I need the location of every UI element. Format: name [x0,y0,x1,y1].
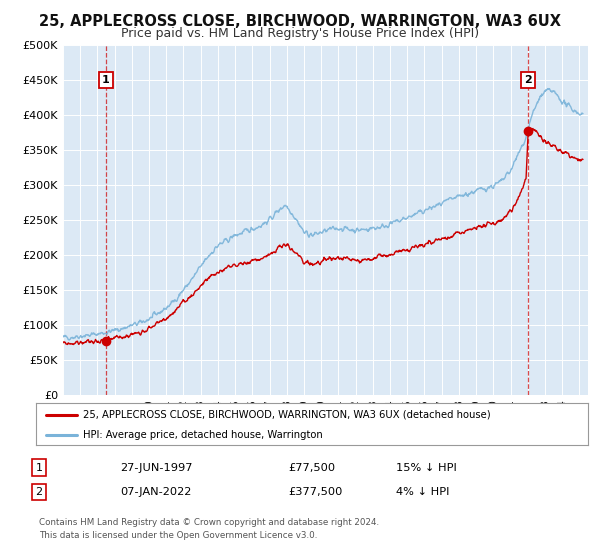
Text: £377,500: £377,500 [288,487,343,497]
Text: 07-JAN-2022: 07-JAN-2022 [120,487,191,497]
Text: 25, APPLECROSS CLOSE, BIRCHWOOD, WARRINGTON, WA3 6UX (detached house): 25, APPLECROSS CLOSE, BIRCHWOOD, WARRING… [83,409,491,419]
Text: 2: 2 [524,75,532,85]
Text: Contains HM Land Registry data © Crown copyright and database right 2024.
This d: Contains HM Land Registry data © Crown c… [39,518,379,539]
Text: 27-JUN-1997: 27-JUN-1997 [120,463,193,473]
Text: 25, APPLECROSS CLOSE, BIRCHWOOD, WARRINGTON, WA3 6UX: 25, APPLECROSS CLOSE, BIRCHWOOD, WARRING… [39,14,561,29]
Text: HPI: Average price, detached house, Warrington: HPI: Average price, detached house, Warr… [83,430,323,440]
Text: £77,500: £77,500 [288,463,335,473]
Text: Price paid vs. HM Land Registry's House Price Index (HPI): Price paid vs. HM Land Registry's House … [121,27,479,40]
Text: 1: 1 [35,463,43,473]
Text: 2: 2 [35,487,43,497]
Text: 1: 1 [102,75,110,85]
Text: 4% ↓ HPI: 4% ↓ HPI [396,487,449,497]
Text: 15% ↓ HPI: 15% ↓ HPI [396,463,457,473]
